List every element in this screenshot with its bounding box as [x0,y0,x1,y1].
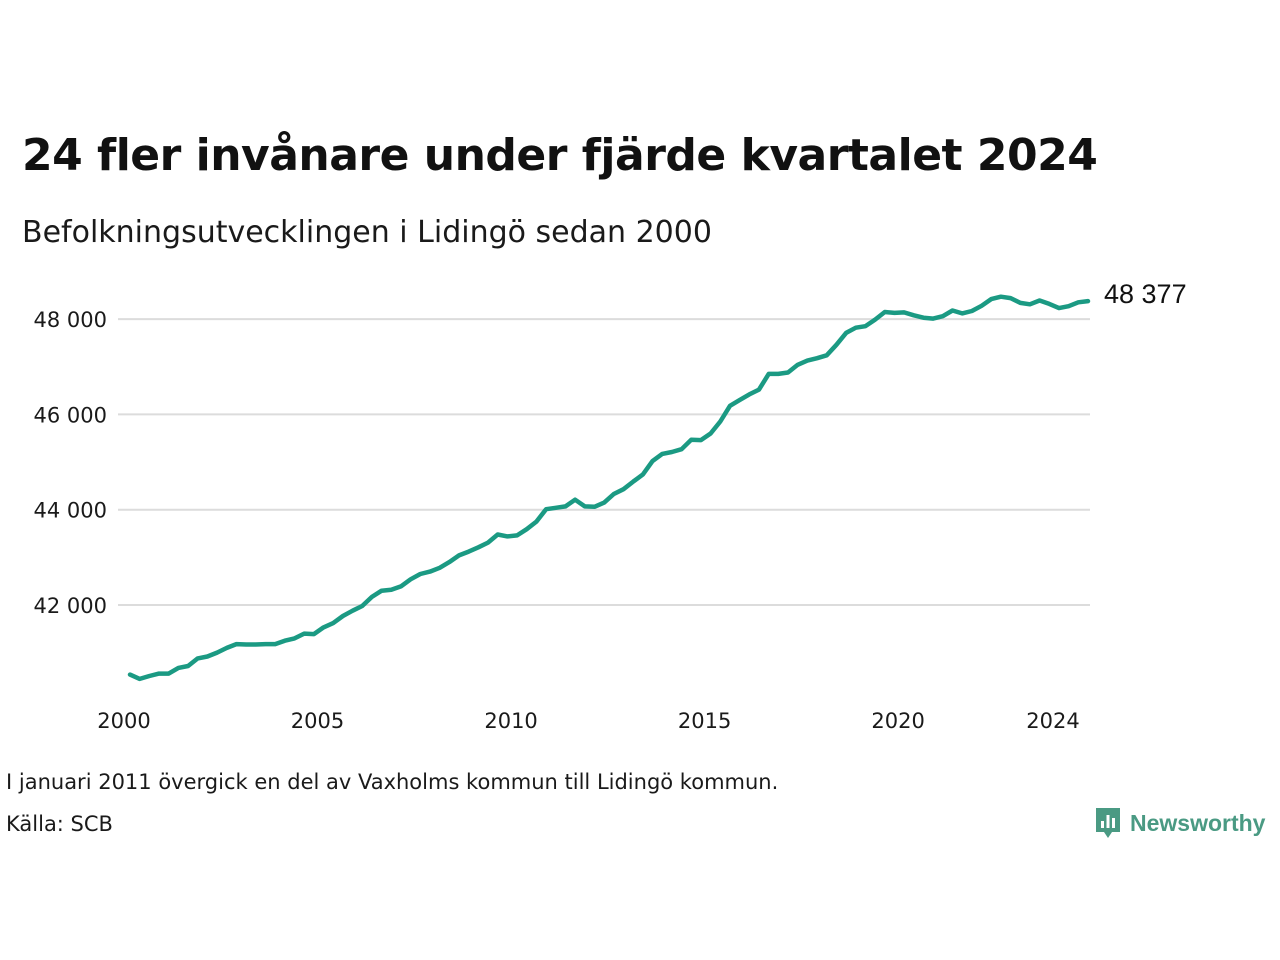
chart-note: I januari 2011 övergick en del av Vaxhol… [6,770,779,794]
brand-name: Newsworthy [1130,809,1266,836]
y-tick-label: 48 000 [34,308,107,332]
gridlines [118,318,1090,606]
x-axis-ticks: 2000 2005 2010 2015 2020 2024 [97,709,1079,733]
chart-title: 24 fler invånare under fjärde kvartalet … [22,130,1098,181]
x-tick-label: 2010 [484,709,537,733]
y-tick-label: 42 000 [34,594,107,618]
y-axis-ticks: 42 000 44 000 46 000 48 000 [34,308,107,618]
brand-logo[interactable]: Newsworthy [1094,806,1265,840]
source-label: Källa: SCB [6,812,113,836]
newsworthy-logo-icon [1096,808,1120,838]
x-tick-label: 2015 [678,709,731,733]
x-tick-label: 2024 [1026,709,1079,733]
end-value-label: 48 377 [1104,279,1187,309]
x-tick-label: 2005 [291,709,344,733]
y-tick-label: 46 000 [34,403,107,427]
x-tick-label: 2020 [871,709,924,733]
population-line [127,294,1091,682]
chart-subtitle: Befolkningsutvecklingen i Lidingö sedan … [22,215,712,250]
x-tick-label: 2000 [97,709,150,733]
y-tick-label: 44 000 [34,499,107,523]
